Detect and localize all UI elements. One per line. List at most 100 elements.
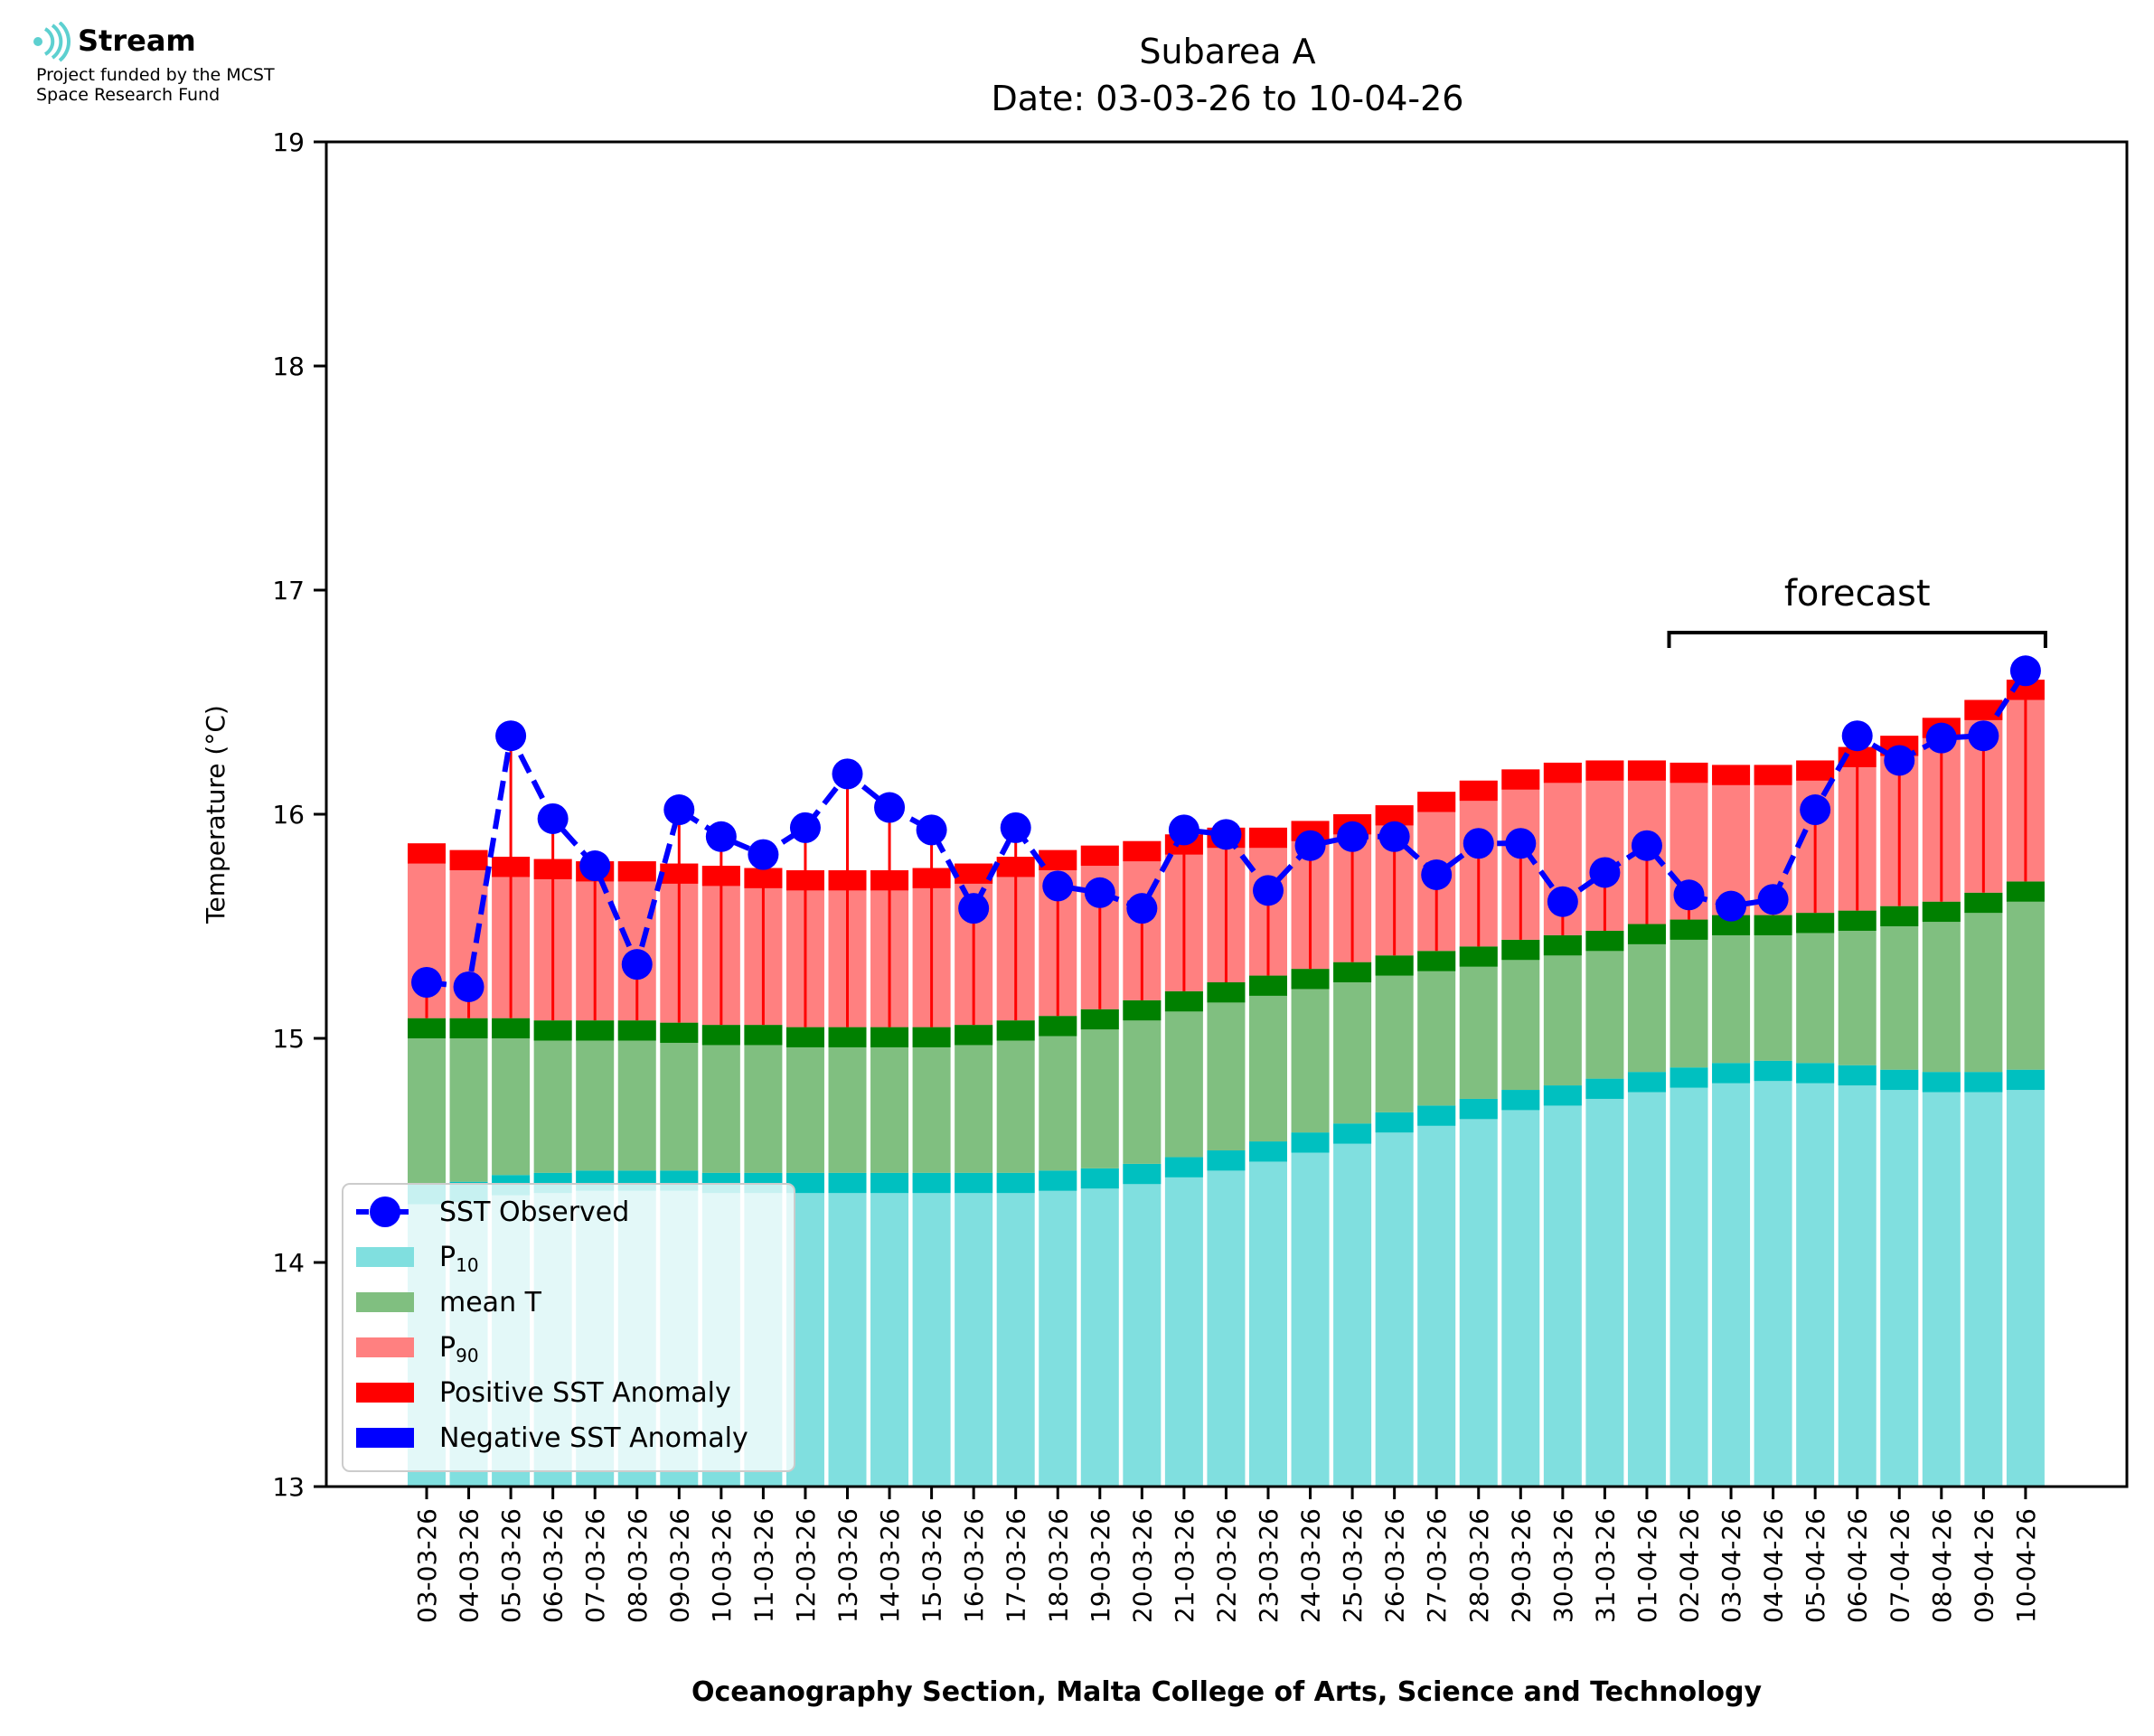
sst-observed-point (1126, 893, 1158, 924)
sst-observed-point (453, 971, 484, 1002)
p90-bar (1712, 765, 1751, 915)
x-tick-label: 26-03-26 (1380, 1508, 1410, 1623)
sst-observed-point (537, 802, 569, 834)
x-tick-label: 04-04-26 (1759, 1508, 1789, 1623)
mean-bar (2006, 881, 2045, 1070)
sst-observed-point (1800, 794, 1831, 826)
mean-band (1880, 906, 1919, 926)
mean-bar (1754, 915, 1792, 1061)
mean-bar (1249, 975, 1287, 1142)
mean-bar (870, 1027, 909, 1173)
p10-band (1964, 1072, 2003, 1093)
p10-band (1670, 1067, 1708, 1088)
mean-band (1501, 939, 1540, 961)
sst-observed-point (1042, 870, 1074, 902)
p10-bar (1080, 1168, 1119, 1487)
mean-bar (1670, 919, 1708, 1068)
p10-band (1627, 1072, 1666, 1093)
legend-label-mean-t: mean T (439, 1287, 542, 1318)
mean-band (1964, 892, 2003, 914)
p10-band (828, 1172, 867, 1194)
mean-bar (1543, 934, 1582, 1086)
sst-observed-point (705, 821, 737, 852)
p10-bar (1501, 1090, 1540, 1487)
logo-caption-line-1: Project funded by the MCST (36, 65, 275, 85)
sst-observed-point (1210, 819, 1242, 850)
mean-band (1670, 919, 1708, 940)
mean-bar (1627, 924, 1666, 1073)
mean-bar (744, 1025, 783, 1173)
x-tick-label: 06-04-26 (1843, 1508, 1873, 1623)
p10-band (1796, 1063, 1835, 1084)
legend-label-sst-observed: SST Observed (439, 1196, 629, 1228)
x-tick-label: 07-03-26 (580, 1508, 610, 1623)
sst-observed-point (1337, 821, 1369, 852)
forecast-bracket: forecast (1667, 573, 2047, 648)
x-tick-label: 31-03-26 (1590, 1508, 1620, 1623)
mean-band (660, 1022, 699, 1043)
p10-band (1249, 1141, 1287, 1162)
mean-bar (912, 1027, 951, 1173)
sst-observed-point (1253, 875, 1284, 906)
p10-band (1922, 1072, 1961, 1093)
x-tick-label: 10-04-26 (2011, 1508, 2041, 1623)
x-tick-label: 07-04-26 (1885, 1508, 1914, 1623)
mean-bar (996, 1020, 1035, 1173)
p90-band (449, 849, 488, 870)
mean-bar (701, 1025, 740, 1173)
mean-band (1838, 910, 1877, 931)
sst-observed-point (1421, 859, 1453, 890)
mean-band (408, 1018, 446, 1038)
p10-band (785, 1172, 824, 1194)
p90-band (408, 843, 446, 864)
mean-bar (617, 1020, 656, 1171)
sst-observed-point (1168, 814, 1199, 846)
p10-bar (955, 1172, 993, 1487)
p10-bar (1880, 1069, 1919, 1487)
mean-band (1796, 913, 1835, 934)
x-axis: 03-03-26 04-03-26 05-03-26 06-03-26 07-03-26… (412, 1487, 2041, 1623)
mean-band (576, 1020, 615, 1041)
mean-band (996, 1020, 1035, 1041)
p10-band (1712, 1063, 1751, 1084)
mean-bar (1039, 1016, 1077, 1171)
x-tick-label: 28-03-26 (1464, 1508, 1494, 1623)
p10-bar (870, 1172, 909, 1487)
p10-bar (1585, 1078, 1624, 1487)
mean-bar (785, 1027, 824, 1173)
mean-bar (1417, 951, 1456, 1106)
y-tick-label: 13 (272, 1472, 305, 1502)
x-tick-label: 27-03-26 (1422, 1508, 1452, 1623)
p10-bar (1543, 1085, 1582, 1487)
y-tick-label: 17 (272, 576, 305, 605)
mean-band (1333, 962, 1372, 982)
p10-bar (1291, 1132, 1330, 1487)
p10-band (955, 1172, 993, 1194)
p10-band (1164, 1157, 1203, 1178)
logo: Stream Project funded by the MCST Space … (33, 22, 358, 112)
x-tick-label: 03-03-26 (412, 1508, 442, 1623)
sst-observed-point (958, 893, 990, 924)
mean-bar (408, 1018, 446, 1185)
mean-band (1080, 1009, 1119, 1030)
p10-band (1417, 1105, 1456, 1126)
mean-bar (449, 1018, 488, 1182)
x-tick-label: 25-03-26 (1338, 1508, 1368, 1623)
p10-bar (1964, 1072, 2003, 1487)
mean-band (617, 1020, 656, 1041)
x-tick-label: 03-04-26 (1717, 1508, 1746, 1623)
x-tick-label: 17-03-26 (1002, 1508, 1031, 1623)
p10-bar (1417, 1105, 1456, 1487)
x-tick-label: 21-03-26 (1170, 1508, 1199, 1623)
x-tick-label: 18-03-26 (1043, 1508, 1073, 1623)
p10-band (2006, 1069, 2045, 1091)
legend-swatch-negative-anomaly (356, 1428, 414, 1448)
p10-bar (1207, 1150, 1246, 1487)
p10-band (1207, 1150, 1246, 1171)
sst-observed-point (1084, 877, 1115, 908)
logo-caption-line-2: Space Research Fund (36, 85, 221, 105)
sst-observed-point (1294, 830, 1326, 861)
y-tick-label: 19 (272, 127, 305, 157)
p90-band (617, 861, 656, 882)
